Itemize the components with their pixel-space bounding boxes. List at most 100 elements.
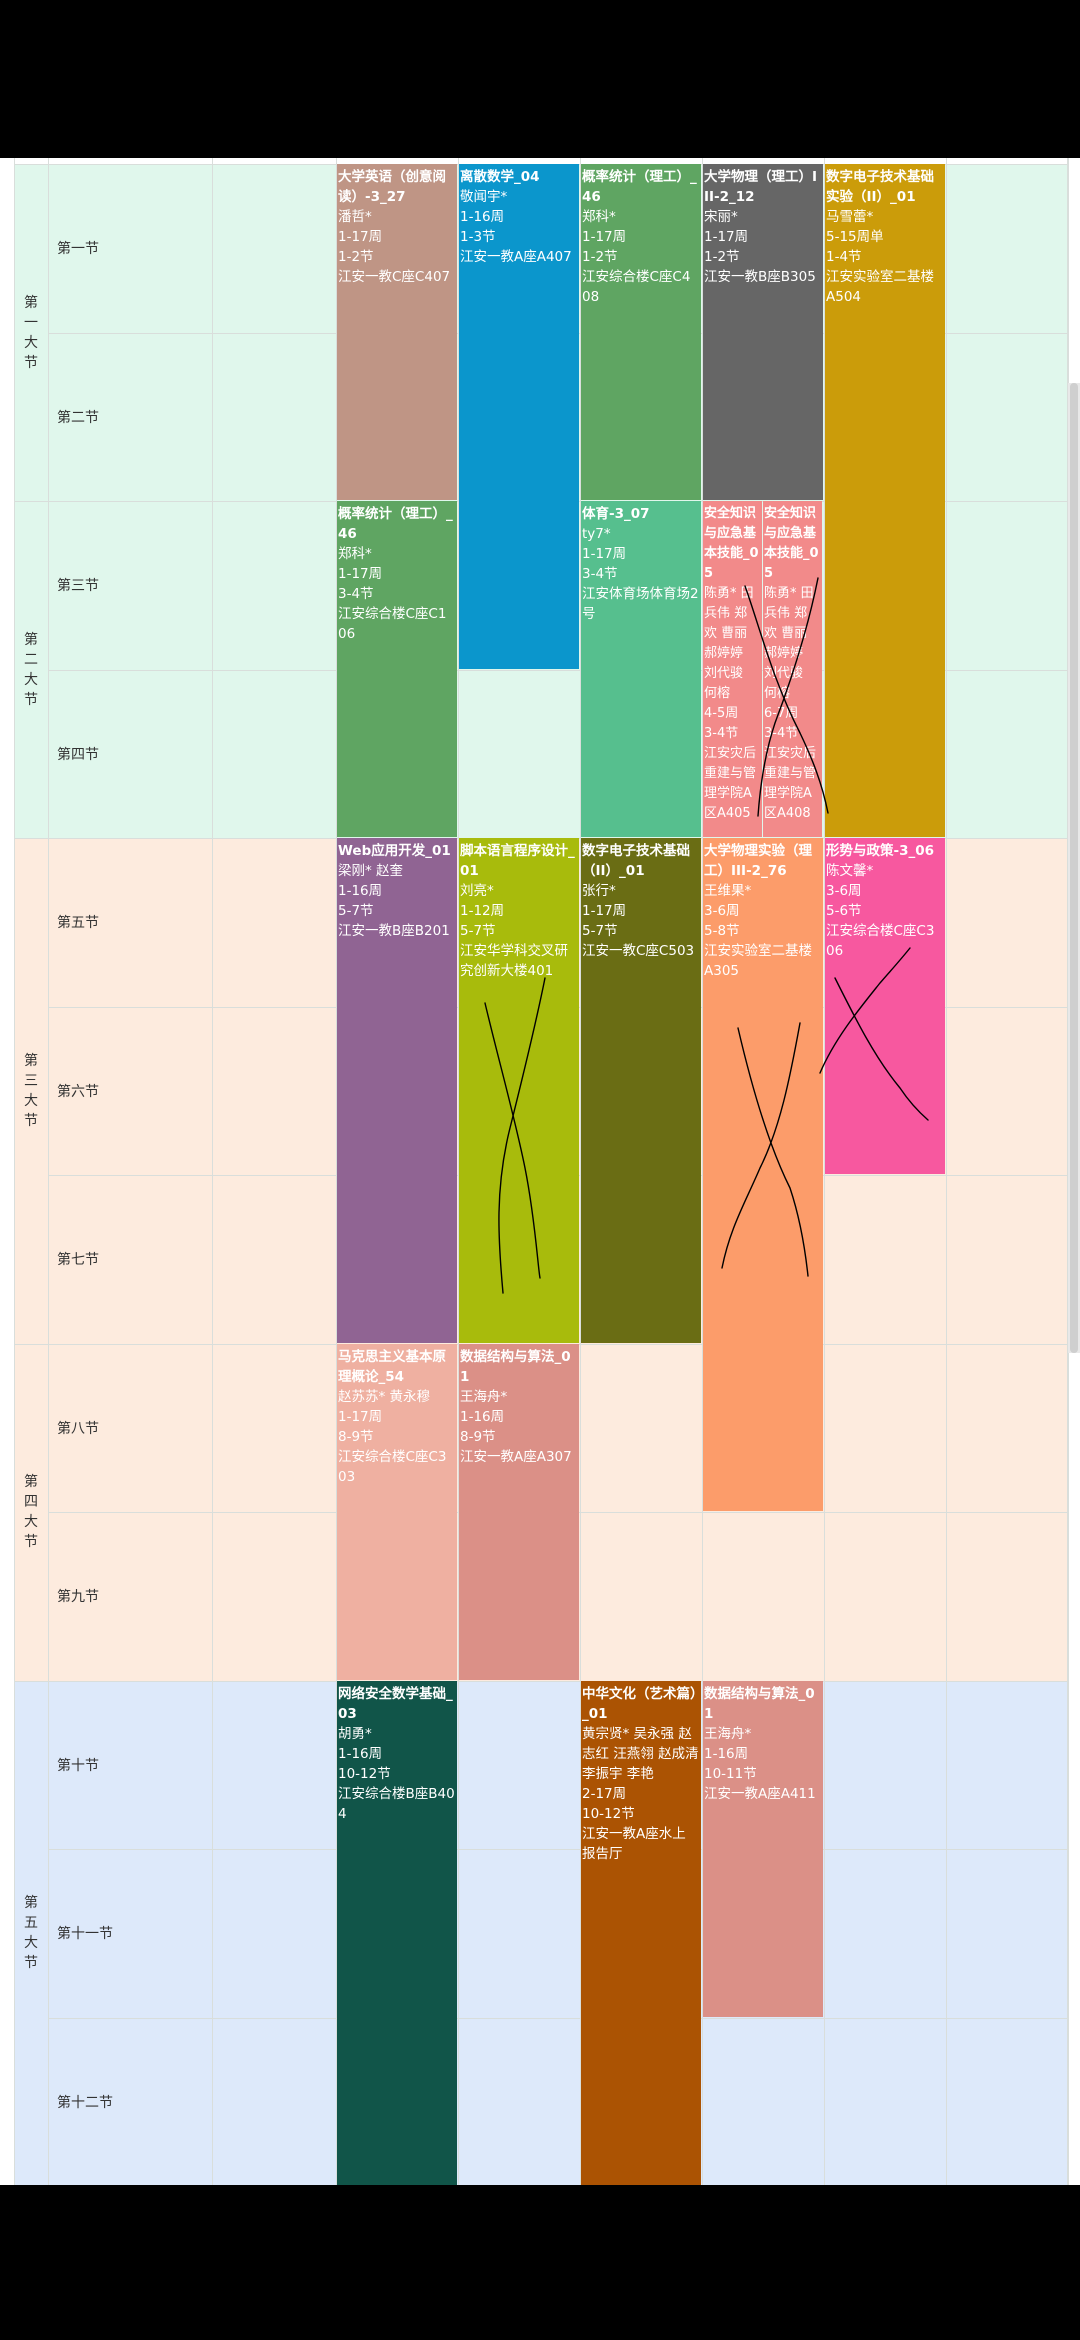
big-section-char: 二 (24, 651, 38, 668)
course-teacher: 郑科* (582, 209, 616, 225)
big-section-char: 节 (24, 1955, 38, 1972)
course-teacher: 梁刚* 赵奎 (338, 863, 404, 879)
course-teacher: 马雪蕾* (826, 209, 874, 225)
big-section-char: 大 (24, 1514, 38, 1530)
course-block[interactable]: 马克思主义基本原理概论_54 赵苏苏* 黄永穆 1-17周 8-9节 江安综合楼C座C3… (337, 1343, 457, 1680)
grid-row-line (48, 1849, 1067, 1850)
big-section-label: 第二大节 (14, 501, 48, 838)
period-label: 第四节 (57, 746, 99, 763)
course-weeks: 1-16周 (338, 883, 383, 899)
period-label: 第三节 (57, 578, 99, 595)
course-block[interactable]: 安全知识与应急基本技能_05 陈勇* 田兵伟 郑欢 曹丽 郝婷婷 刘代骏 何榕 4-… (703, 501, 762, 837)
course-teacher: 胡勇* (338, 1725, 372, 1742)
course-block[interactable]: 概率统计（理工）_46 郑科* 1-17周 3-4节江安综合楼C座C106 (337, 501, 457, 837)
course-block[interactable]: 离散数学_04 敬闻宇* 1-16周 1-3节 江安一教A座A407 (459, 164, 579, 669)
course-block[interactable]: 数据结构与算法_01 王海舟* 1-16周 10-11节 江安一教A座A411 (703, 1680, 823, 2017)
course-periods: 1-3节 (460, 229, 496, 245)
course-room: 江安综合楼C座C408 (582, 269, 691, 305)
grid-column-line (702, 158, 703, 2185)
course-room: 江安一教A座水上报告厅 (582, 1825, 686, 1862)
big-section-char: 四 (24, 1494, 38, 1510)
big-section-char: 第 (24, 1474, 38, 1490)
period-label: 第十节 (57, 1757, 99, 1774)
course-room: 江安一教A座A407 (460, 249, 572, 265)
grid-column-line (946, 158, 947, 2185)
course-weeks: 1-17周 (582, 903, 627, 919)
course-room: 江安实验室二基楼A305 (704, 943, 812, 979)
course-weeks: 1-17周 (704, 229, 749, 245)
course-periods: 1-2节 (704, 249, 740, 265)
course-block[interactable]: 形势与政策-3_06 陈文馨* 3-6周 5-6节 江安综合楼C座C306 (825, 838, 945, 1174)
course-block[interactable]: 数字电子技术基础（II）_01 张行* 1-17周 5-7节 江安一教C座C503 (581, 838, 701, 1343)
course-name: 中华文化（艺术篇）_01 (582, 1685, 697, 1722)
course-block[interactable]: 中华文化（艺术篇）_01 黄宗贤* 吴永强 赵志红 汪燕翎 赵成清 李振宇 李艳 2… (581, 1680, 701, 2185)
course-block[interactable]: 体育-3_07 ty7* 1-17周 3-4节 江安体育场体育场2号 (581, 501, 701, 837)
scrollbar-thumb[interactable] (1070, 383, 1078, 1353)
big-section-char: 节 (24, 1112, 38, 1129)
course-room: 江安一教C座C407 (338, 269, 451, 285)
course-room: 江安一教A座A411 (704, 1785, 816, 1802)
course-block[interactable]: 大学英语（创意阅读）-3_27 潘哲* 1-17周 1-2节 江安一教C座C407 (337, 164, 457, 500)
course-block[interactable]: 大学物理（理工）III-2_12 宋丽* 1-17周 1-2节 江安一教B座B305 (703, 164, 823, 500)
big-section-char: 节 (24, 1534, 38, 1550)
course-weeks: 1-16周 (460, 1408, 505, 1425)
course-name: 大学英语（创意阅读）-3_27 (338, 169, 446, 205)
course-block[interactable]: 安全知识与应急基本技能_05 陈勇* 田兵伟 郑欢 曹丽 郝婷婷 刘代骏 何榕 6-… (763, 501, 822, 837)
course-room: 江安综合楼C座C106 (338, 606, 447, 642)
course-teacher: 王海舟* (704, 1725, 752, 1742)
course-name: 数字电子技术基础（II）_01 (582, 843, 690, 879)
big-section-label: 第一大节 (14, 164, 48, 501)
course-teacher: 陈文馨* (826, 863, 874, 879)
big-section-char: 节 (24, 354, 38, 371)
big-section-char: 第 (24, 294, 38, 311)
course-teacher: 宋丽* (704, 209, 738, 225)
course-room: 江安综合楼B座B404 (338, 1785, 455, 1822)
big-section-char: 第 (24, 1052, 38, 1069)
course-block[interactable]: 网络安全数学基础_03 胡勇* 1-16周 10-12节 江安综合楼B座B404 (337, 1680, 457, 2185)
course-name: 网络安全数学基础_03 (338, 1685, 453, 1722)
course-teacher: 赵苏苏* 黄永穆 (338, 1388, 431, 1405)
course-periods: 3-4节 (338, 586, 374, 602)
big-section-char: 大 (24, 334, 38, 351)
course-periods: 3-4节 (582, 566, 618, 582)
course-periods: 1-4节 (826, 249, 862, 265)
course-periods: 1-2节 (582, 249, 618, 265)
course-block[interactable]: Web应用开发_01 梁刚* 赵奎 1-16周 5-7节 江安一教B座B201 (337, 838, 457, 1343)
big-section-char: 五 (24, 1915, 38, 1932)
course-room: 江安一教B座B305 (704, 269, 816, 285)
course-teacher: 郑科* (338, 546, 372, 562)
course-room: 江安一教C座C503 (582, 943, 695, 959)
course-name: 概率统计（理工）_46 (338, 506, 453, 542)
grid-column-line (212, 158, 213, 2185)
course-name: 体育-3_07 (582, 506, 650, 522)
course-room: 江安灾后重建与管理学院A区A408 (764, 746, 817, 821)
course-weeks: 2-17周 (582, 1785, 627, 1802)
grid-column-line (48, 158, 49, 2185)
course-room: 江安实验室二基楼A504 (826, 269, 934, 305)
timetable-grid: 第一大节第二大节第三大节第四大节第五大节第一节 第二节 第三节 第四节 第五节 第六节 第七… (0, 158, 1080, 2185)
course-weeks: 1-17周 (338, 229, 383, 245)
period-label: 第七节 (57, 1252, 99, 1269)
course-weeks: 1-12周 (460, 903, 505, 919)
course-block[interactable]: 脚本语言程序设计_01 刘亮* 1-12周 5-7节 江安华学科交叉研究创新大楼401 (459, 838, 579, 1343)
grid-column-line (1067, 158, 1068, 2185)
course-block[interactable]: 数字电子技术基础实验（II）_01 马雪蕾* 5-15周单 1-4节 江安实验室二基楼A… (825, 164, 945, 837)
grid-row-line (48, 669, 1067, 671)
grid-row-line (48, 2017, 1067, 2019)
course-weeks: 1-16周 (460, 209, 505, 225)
course-block[interactable]: 概率统计（理工）_46 郑科* 1-17周 1-2节 江安综合楼C座C408 (581, 164, 701, 500)
course-name: 安全知识与应急基本技能_05 (764, 506, 819, 581)
course-periods: 5-7节 (460, 923, 496, 939)
course-periods: 8-9节 (338, 1428, 374, 1445)
course-periods: 5-7节 (582, 923, 618, 939)
course-block[interactable]: 大学物理实验（理工）III-2_76 王维果* 3-6周 5-8节 江安实验室二基楼A3… (703, 838, 823, 1511)
vertical-scrollbar[interactable] (1068, 383, 1080, 1353)
course-periods: 5-8节 (704, 923, 740, 939)
course-name: 安全知识与应急基本技能_05 (704, 506, 759, 581)
course-block[interactable]: 数据结构与算法_01 王海舟* 1-16周 8-9节 江安一教A座A307 (459, 1343, 579, 1680)
course-periods: 5-7节 (338, 903, 374, 919)
course-weeks: 1-17周 (338, 566, 383, 582)
course-teacher: 黄宗贤* 吴永强 赵志红 汪燕翎 赵成清 李振宇 李艳 (582, 1725, 699, 1782)
course-weeks: 3-6周 (826, 883, 862, 899)
course-name: Web应用开发_01 (338, 843, 451, 859)
